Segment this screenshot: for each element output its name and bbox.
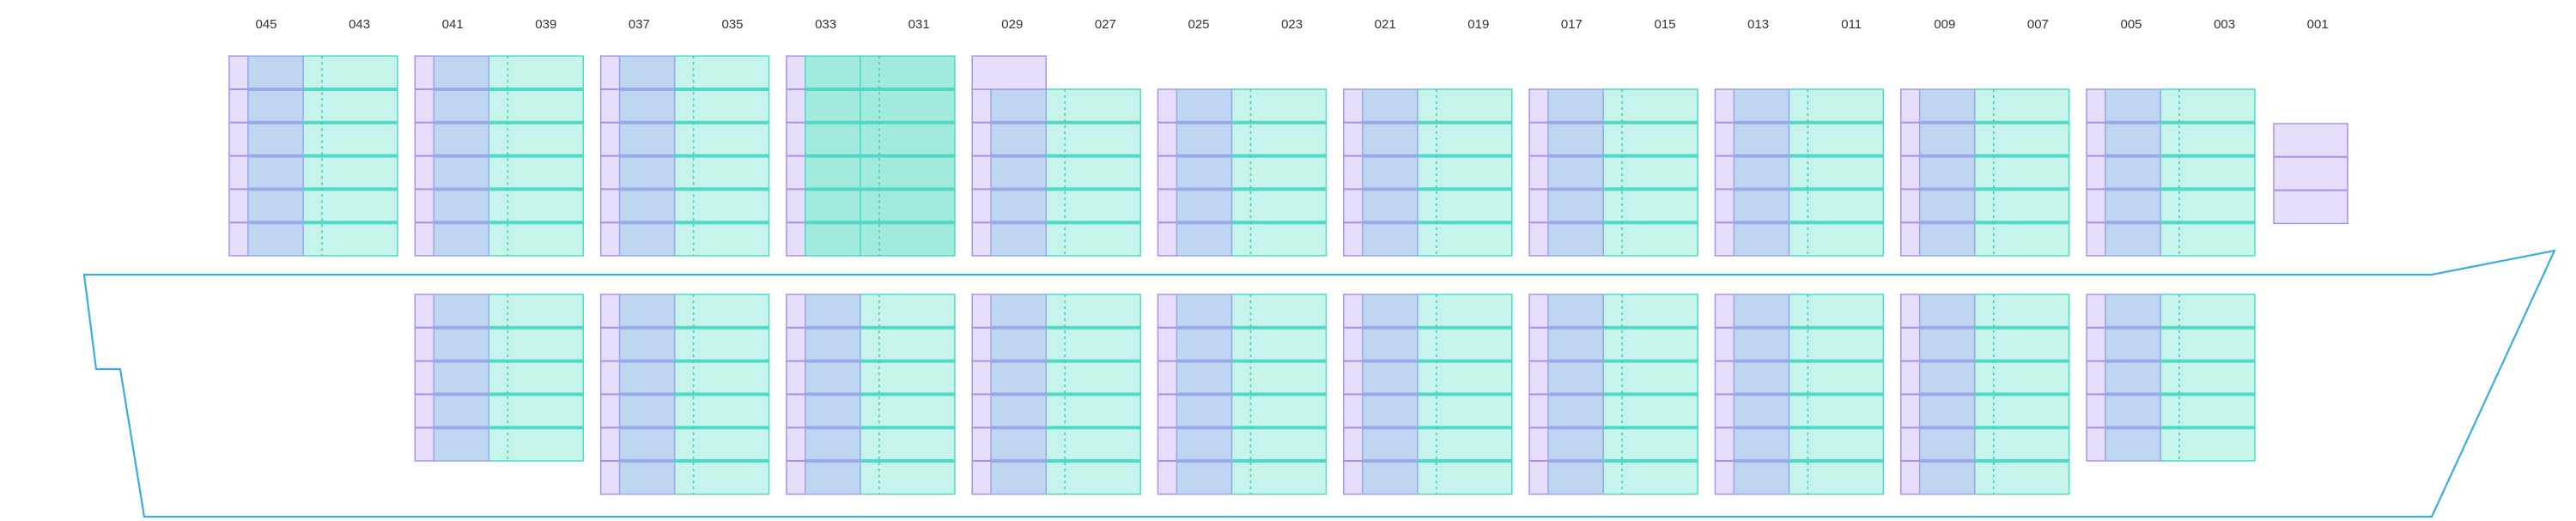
teal-column (488, 294, 585, 462)
bay-label-021: 021 (1375, 17, 1396, 32)
purple-column (1528, 88, 1549, 257)
bay-label-043: 043 (349, 17, 370, 32)
deck-stack-005 (2086, 88, 2256, 257)
purple-column (1714, 88, 1735, 257)
hold-stack-025 (1157, 294, 1327, 495)
blue-column (1362, 88, 1419, 257)
blue-column (1733, 88, 1790, 257)
deck-stack-025 (1157, 88, 1327, 257)
purple-column (1343, 88, 1364, 257)
deck-stack-041 (414, 55, 585, 257)
hold-stack-037 (599, 294, 770, 495)
hold-stack-041 (414, 294, 585, 462)
deck-stack-013 (1714, 88, 1885, 257)
bay-label-019: 019 (1467, 17, 1489, 32)
teal-column (1045, 88, 1141, 257)
hold-stack-029 (971, 294, 1141, 495)
hold-stack-033 (786, 294, 956, 495)
bay-label-035: 035 (721, 17, 743, 32)
teal-column (2160, 294, 2256, 462)
bay-label-003: 003 (2214, 17, 2235, 32)
bay-label-005: 005 (2120, 17, 2142, 32)
blue-column (2105, 294, 2161, 462)
purple-column (1157, 88, 1178, 257)
purple-column (971, 88, 992, 257)
hold-stack-005 (2086, 294, 2256, 462)
deck-stack-029 (971, 88, 1141, 257)
purple-column (2086, 294, 2106, 462)
bay-label-037: 037 (629, 17, 650, 32)
bay-label-007: 007 (2027, 17, 2049, 32)
bay-label-039: 039 (535, 17, 556, 32)
hull-outline-group (82, 249, 2556, 518)
bay-label-029: 029 (1001, 17, 1023, 32)
hold-stack-013 (1714, 294, 1885, 495)
bay-label-025: 025 (1188, 17, 1209, 32)
deck-stack-009 (1899, 88, 2070, 257)
deck-stack-045 (228, 55, 398, 257)
bay-label-031: 031 (908, 17, 930, 32)
bay-label-045: 045 (255, 17, 276, 32)
deck-stack-021 (1343, 88, 1513, 257)
bay-label-001: 001 (2307, 17, 2329, 32)
bay-label-023: 023 (1281, 17, 1303, 32)
bay-label-027: 027 (1095, 17, 1116, 32)
bay-labels: 045 043 041 039 037 035 033 031 029 027 025 023 021 0… (255, 17, 2328, 32)
blue-column (2105, 88, 2161, 257)
bay-label-015: 015 (1654, 17, 1675, 32)
blue-column (1547, 88, 1604, 257)
bay-label-041: 041 (442, 17, 464, 32)
bay-label-009: 009 (1934, 17, 1955, 32)
hold-stack-021 (1343, 294, 1513, 495)
teal-column (2160, 88, 2256, 257)
bay-label-013: 013 (1747, 17, 1769, 32)
blue-column (1176, 88, 1233, 257)
bow-stack (2273, 123, 2348, 225)
blue-column (1918, 88, 1976, 257)
container-stacks (228, 55, 2348, 495)
hull-outline (82, 249, 2556, 518)
teal-column (1973, 88, 2070, 257)
purple-column (414, 294, 435, 462)
bay-label-033: 033 (815, 17, 836, 32)
deck-stack-001 (2273, 123, 2348, 225)
deck-stack-017 (1528, 88, 1698, 257)
teal-column (1417, 88, 1513, 257)
deck-stack-037 (599, 55, 770, 257)
purple-column (2086, 88, 2106, 257)
blue-column (990, 88, 1047, 257)
teal-column (1788, 88, 1885, 257)
bay-label-017: 017 (1561, 17, 1583, 32)
deck-stack-033 (786, 55, 956, 257)
purple-column (1899, 88, 1921, 257)
blue-column (433, 294, 490, 462)
hold-stack-017 (1528, 294, 1698, 495)
teal-column (1602, 88, 1698, 257)
bay-label-011: 011 (1841, 17, 1862, 32)
teal-column (1230, 88, 1327, 257)
hold-stack-009 (1899, 294, 2070, 495)
deck-cap-029 (971, 55, 1047, 90)
